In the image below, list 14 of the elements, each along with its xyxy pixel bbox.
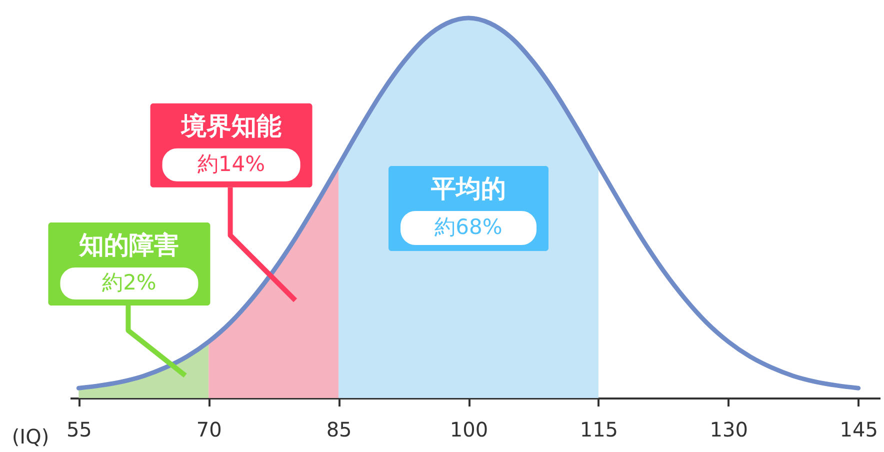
x-tick-label: 100: [450, 418, 488, 442]
x-tick-label: 145: [840, 418, 878, 442]
annotation: 境界知能: [180, 111, 282, 140]
x-axis-title: (IQ): [12, 424, 50, 448]
annotation: 約14%: [197, 152, 266, 176]
annotation: 約2%: [102, 270, 156, 295]
annotation: 平均的: [430, 174, 506, 203]
annotation: 知的障害: [78, 230, 180, 260]
x-tick-label: 55: [66, 418, 92, 442]
annotation: 約68%: [434, 215, 502, 239]
x-tick-label: 85: [326, 418, 352, 442]
x-tick-label: 115: [580, 418, 618, 442]
x-tick-label: 130: [710, 418, 748, 442]
x-tick-label: 70: [196, 418, 222, 442]
